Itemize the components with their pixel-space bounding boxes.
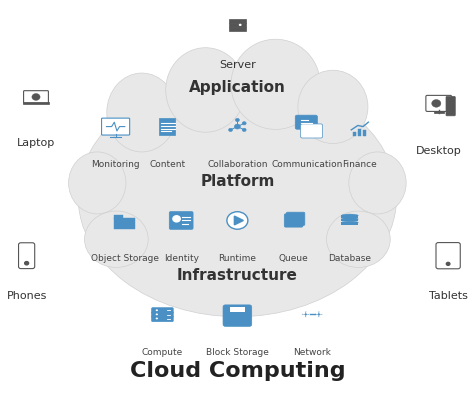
Text: Compute: Compute [142, 348, 183, 357]
FancyBboxPatch shape [115, 216, 123, 219]
Circle shape [320, 315, 322, 317]
FancyBboxPatch shape [436, 243, 460, 269]
Circle shape [447, 262, 450, 265]
Ellipse shape [78, 77, 397, 317]
Circle shape [307, 312, 309, 314]
FancyBboxPatch shape [23, 102, 49, 104]
Circle shape [25, 262, 28, 265]
FancyBboxPatch shape [286, 212, 305, 225]
Text: Infrastructure: Infrastructure [177, 268, 298, 283]
Ellipse shape [107, 73, 177, 152]
Circle shape [303, 315, 305, 317]
FancyBboxPatch shape [363, 130, 366, 136]
FancyBboxPatch shape [434, 112, 444, 113]
FancyBboxPatch shape [101, 118, 130, 135]
Text: Desktop: Desktop [416, 146, 462, 156]
Ellipse shape [327, 211, 390, 268]
Text: Queue: Queue [279, 254, 309, 263]
FancyBboxPatch shape [353, 132, 356, 136]
FancyBboxPatch shape [358, 129, 361, 136]
FancyBboxPatch shape [229, 27, 246, 31]
Ellipse shape [341, 214, 358, 217]
Circle shape [320, 312, 322, 314]
FancyBboxPatch shape [341, 219, 358, 221]
FancyBboxPatch shape [341, 222, 358, 225]
Circle shape [302, 311, 310, 318]
Text: Platform: Platform [200, 174, 274, 189]
FancyBboxPatch shape [301, 124, 323, 138]
FancyBboxPatch shape [295, 115, 318, 129]
FancyBboxPatch shape [152, 316, 173, 322]
FancyBboxPatch shape [230, 307, 245, 312]
Text: Cloud Computing: Cloud Computing [129, 361, 345, 381]
FancyBboxPatch shape [152, 312, 173, 318]
Text: Object Storage: Object Storage [91, 254, 159, 263]
FancyBboxPatch shape [341, 215, 358, 217]
Circle shape [228, 128, 233, 132]
Circle shape [236, 118, 239, 122]
Ellipse shape [231, 39, 320, 129]
Circle shape [315, 311, 323, 318]
FancyBboxPatch shape [18, 243, 35, 269]
FancyBboxPatch shape [159, 118, 175, 136]
Text: Server: Server [219, 60, 256, 70]
Text: Monitoring: Monitoring [91, 160, 140, 169]
Circle shape [155, 309, 158, 311]
Ellipse shape [69, 152, 126, 214]
Text: Phones: Phones [7, 291, 47, 301]
Circle shape [239, 24, 242, 26]
FancyBboxPatch shape [24, 91, 48, 103]
Text: Laptop: Laptop [17, 138, 55, 148]
Text: Application: Application [189, 80, 286, 95]
Circle shape [242, 122, 246, 125]
Circle shape [316, 315, 318, 317]
FancyBboxPatch shape [152, 308, 173, 313]
Text: Network: Network [293, 348, 331, 357]
FancyBboxPatch shape [426, 95, 452, 112]
Text: Identity: Identity [164, 254, 199, 263]
Circle shape [155, 314, 158, 315]
Text: Tablets: Tablets [428, 291, 467, 301]
Text: Content: Content [149, 160, 185, 169]
Ellipse shape [298, 70, 368, 143]
Circle shape [235, 124, 240, 129]
Circle shape [303, 312, 305, 314]
FancyBboxPatch shape [169, 212, 193, 229]
Text: Communication: Communication [272, 160, 343, 169]
Circle shape [155, 318, 158, 320]
FancyBboxPatch shape [223, 305, 252, 326]
Text: Collaboration: Collaboration [207, 160, 268, 169]
FancyBboxPatch shape [229, 23, 246, 27]
Ellipse shape [166, 48, 246, 132]
Circle shape [173, 216, 180, 222]
Circle shape [242, 128, 246, 132]
Circle shape [227, 212, 248, 229]
Polygon shape [234, 216, 243, 225]
Ellipse shape [349, 152, 406, 214]
FancyBboxPatch shape [446, 97, 455, 116]
Text: Runtime: Runtime [219, 254, 256, 263]
Ellipse shape [341, 221, 358, 224]
Circle shape [432, 100, 441, 107]
FancyBboxPatch shape [284, 214, 303, 227]
Circle shape [32, 93, 40, 100]
FancyBboxPatch shape [229, 19, 246, 23]
Circle shape [316, 312, 318, 314]
Ellipse shape [84, 211, 148, 268]
Circle shape [307, 315, 309, 317]
Text: Database: Database [328, 254, 371, 263]
FancyBboxPatch shape [115, 218, 136, 229]
Text: Finance: Finance [342, 160, 376, 169]
Ellipse shape [341, 217, 358, 221]
Text: Block Storage: Block Storage [206, 348, 269, 357]
